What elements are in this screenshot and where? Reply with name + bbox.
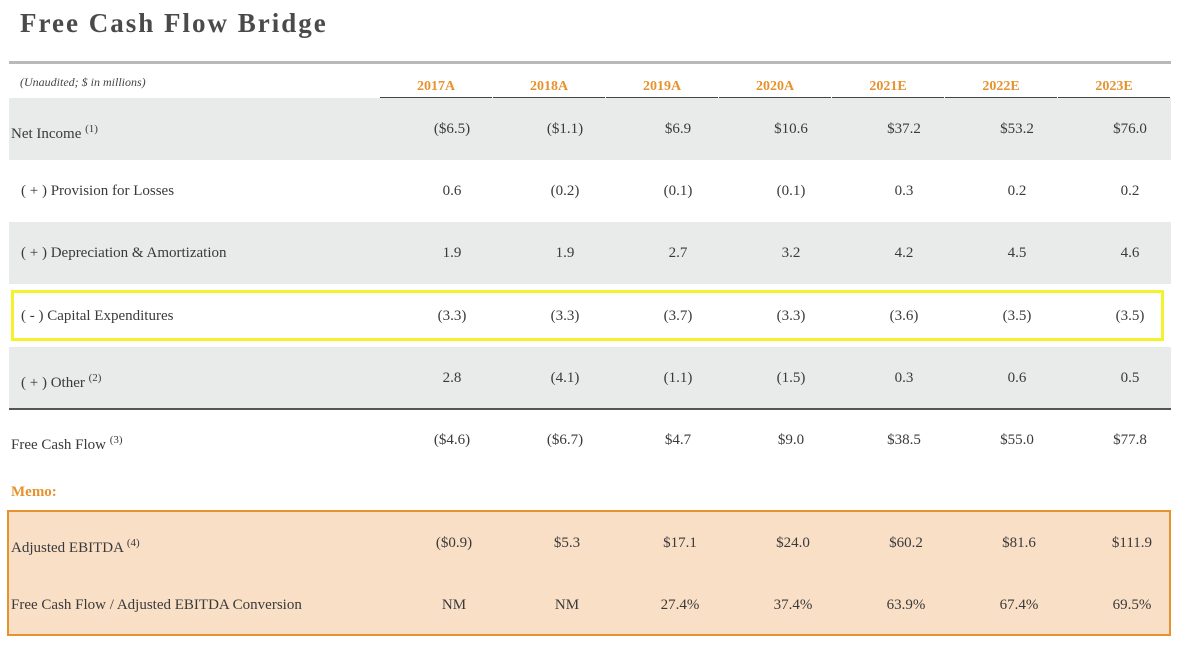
row-label: ( - ) Capital Expenditures [21, 285, 173, 347]
table-cell: ($6.5) [433, 121, 471, 137]
table-cell: $38.5 [887, 432, 921, 448]
table-cell: $17.1 [663, 535, 697, 551]
table-cell: NM [441, 597, 467, 613]
table-cell: 4.6 [1120, 245, 1140, 261]
memo-label: Memo: [11, 484, 57, 500]
table-cell: (1.1) [663, 370, 693, 386]
table-row: ( - ) Capital Expenditures (3.3) (3.3) (3.7… [9, 285, 1171, 347]
row-label: Free Cash Flow (3) [11, 409, 123, 471]
table-cell: $76.0 [1113, 121, 1147, 137]
table-cell: (1.5) [776, 370, 806, 386]
table-cell: NM [554, 597, 580, 613]
table-cell: 0.2 [1007, 183, 1027, 199]
column-header: 2021E [869, 79, 907, 94]
row-label-text: Free Cash Flow [11, 437, 106, 453]
table-row: Free Cash Flow (3) ($4.6) ($6.7) $4.7 $9.0 $3… [9, 409, 1171, 471]
footnote-marker: (3) [109, 434, 123, 446]
table-subtitle: (Unaudited; $ in millions) [20, 75, 146, 89]
column-header: 2022E [982, 79, 1020, 94]
table-row: ( + ) Depreciation & Amortization 1.9 1.9 2… [9, 222, 1171, 284]
table-row: ( + ) Other (2) 2.8 (4.1) (1.1) (1.5) 0.3 0.6 0… [9, 347, 1171, 409]
row-label-text: ( + ) Other [21, 375, 85, 391]
table-cell: (3.3) [776, 308, 806, 324]
row-label-text: Adjusted EBITDA [11, 540, 124, 556]
table-cell: (4.1) [550, 370, 580, 386]
table-cell: 0.6 [442, 183, 462, 199]
table-row: ( + ) Provision for Losses 0.6 (0.2) (0.1) (… [9, 160, 1171, 222]
footnote-marker: (1) [85, 123, 98, 135]
table-cell: 69.5% [1112, 597, 1152, 613]
table-cell: $55.0 [1000, 432, 1034, 448]
table-cell: 1.9 [442, 245, 462, 261]
table-cell: 37.4% [773, 597, 813, 613]
table-cell: 67.4% [999, 597, 1039, 613]
row-label: Adjusted EBITDA (4) [11, 512, 140, 574]
footnote-marker: (4) [126, 537, 140, 549]
table-cell: 3.2 [781, 245, 801, 261]
table-cell: $6.9 [664, 121, 692, 137]
table-cell: (3.5) [1002, 308, 1032, 324]
table-cell: 27.4% [660, 597, 700, 613]
table-cell: $60.2 [889, 535, 923, 551]
column-header: 2017A [416, 79, 456, 94]
row-label-text: Net Income [11, 126, 82, 142]
table-row: Net Income (1) ($6.5) ($1.1) $6.9 $10.6 $37.2… [9, 98, 1171, 160]
row-label: Net Income (1) [11, 98, 98, 160]
row-label-text: ( + ) Provision for Losses [21, 183, 175, 199]
table-cell: 2.8 [442, 370, 462, 386]
memo-box: Adjusted EBITDA (4) ($0.9) $5.3 $17.1 $24.0 $… [7, 510, 1171, 636]
row-label: Free Cash Flow / Adjusted EBITDA Convers… [11, 574, 302, 636]
table-cell: (3.5) [1115, 308, 1145, 324]
table-cell: $10.6 [774, 121, 808, 137]
row-label: ( + ) Other (2) [21, 347, 101, 409]
page-title: Free Cash Flow Bridge [20, 8, 328, 38]
table-cell: 0.2 [1120, 183, 1140, 199]
column-header: 2019A [642, 79, 682, 94]
table-cell: 2.7 [668, 245, 688, 261]
table-cell: 0.5 [1120, 370, 1140, 386]
table-cell: (0.1) [776, 183, 806, 199]
table-cell: ($0.9) [435, 535, 473, 551]
table-cell: 1.9 [555, 245, 575, 261]
row-label-text: ( - ) Capital Expenditures [21, 308, 174, 324]
table-cell: 4.2 [894, 245, 914, 261]
table-cell: 4.5 [1007, 245, 1027, 261]
table-cell: $4.7 [664, 432, 692, 448]
table-cell: $111.9 [1111, 535, 1153, 551]
row-label: ( + ) Depreciation & Amortization [21, 222, 226, 284]
net-rule [9, 408, 1171, 410]
table-cell: 0.3 [894, 370, 914, 386]
column-header: 2020A [755, 79, 795, 94]
title-divider [9, 61, 1171, 64]
table-cell: (3.3) [550, 308, 580, 324]
table-row: Adjusted EBITDA (4) ($0.9) $5.3 $17.1 $24.0 $… [9, 512, 1169, 574]
table-cell: $77.8 [1113, 432, 1147, 448]
row-label: ( + ) Provision for Losses [21, 160, 174, 222]
table-cell: (3.7) [663, 308, 693, 324]
table-cell: 0.3 [894, 183, 914, 199]
table-cell: $9.0 [777, 432, 805, 448]
table-cell: $81.6 [1002, 535, 1036, 551]
table-cell: (0.1) [663, 183, 693, 199]
table-cell: (0.2) [550, 183, 580, 199]
column-header: 2023E [1095, 79, 1133, 94]
table-row: Free Cash Flow / Adjusted EBITDA Convers… [9, 574, 1169, 636]
row-label-text: ( + ) Depreciation & Amortization [21, 245, 227, 261]
table-cell: (3.3) [437, 308, 467, 324]
table-cell: $5.3 [553, 535, 581, 551]
footnote-marker: (2) [88, 372, 102, 384]
table-cell: ($6.7) [546, 432, 584, 448]
table-cell: $37.2 [887, 121, 921, 137]
row-label-text: Free Cash Flow / Adjusted EBITDA Convers… [11, 597, 302, 613]
table-cell: ($4.6) [433, 432, 471, 448]
column-header: 2018A [529, 79, 569, 94]
table-cell: (3.6) [889, 308, 919, 324]
table-cell: ($1.1) [546, 121, 584, 137]
table-cell: 63.9% [886, 597, 926, 613]
table-cell: 0.6 [1007, 370, 1027, 386]
table-cell: $53.2 [1000, 121, 1034, 137]
table-cell: $24.0 [776, 535, 810, 551]
